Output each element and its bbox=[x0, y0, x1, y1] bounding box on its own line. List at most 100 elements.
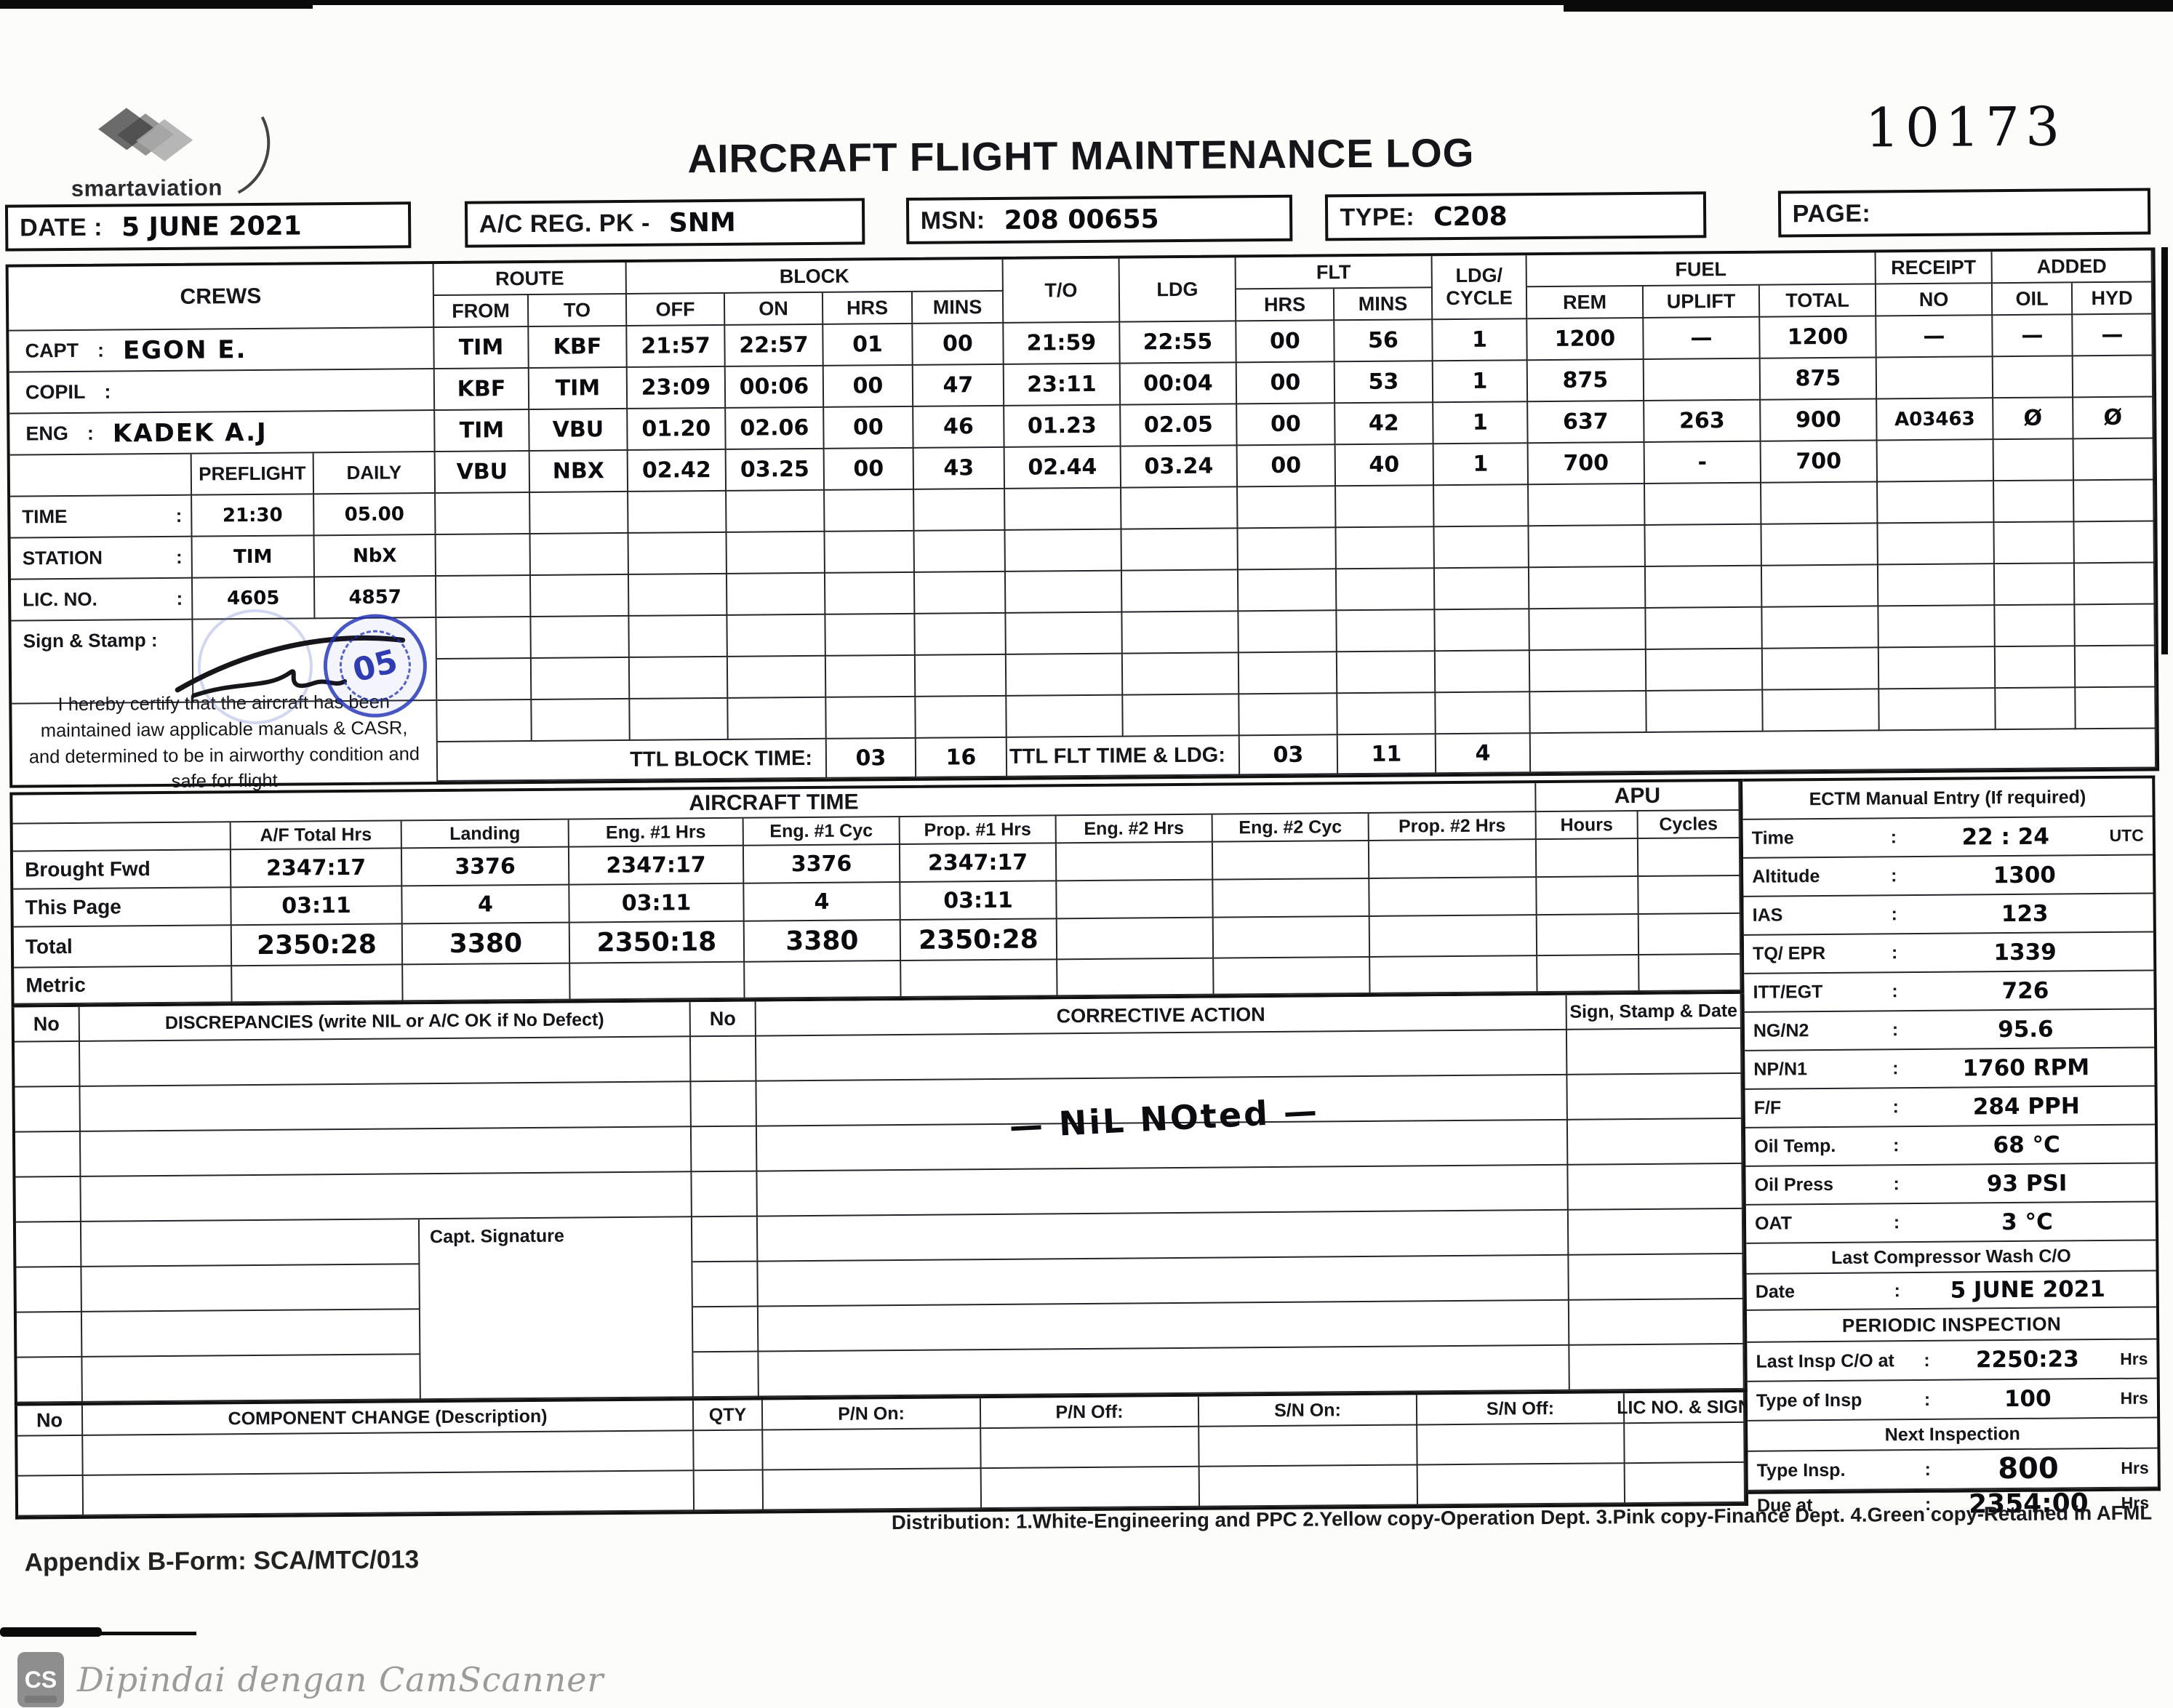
at-cell bbox=[745, 961, 902, 999]
flight-cell: 00:06 bbox=[725, 366, 825, 409]
empty-cell bbox=[81, 1172, 692, 1222]
empty-cell bbox=[628, 532, 727, 575]
empty-cell bbox=[1199, 1425, 1418, 1467]
component-change-header: COMPONENT CHANGE (Description) bbox=[82, 1400, 695, 1436]
type-insp-value: 100 bbox=[2004, 1385, 2052, 1413]
empty-cell bbox=[1239, 694, 1338, 737]
flight-cell: 03.24 bbox=[1121, 446, 1238, 489]
ectm-row: ITT/EGT: 726 bbox=[1744, 971, 2154, 1013]
receipt-no-header: NO bbox=[1876, 284, 1993, 317]
type-value: C208 bbox=[1433, 201, 1508, 232]
at-cell: 3376 bbox=[401, 847, 570, 887]
at-cell bbox=[1212, 841, 1370, 881]
empty-cell bbox=[826, 697, 916, 739]
empty-cell bbox=[1121, 570, 1239, 613]
takeoff-header: T/O bbox=[1003, 258, 1121, 324]
col-header: Eng. #2 Hrs bbox=[1056, 814, 1213, 844]
fuel-total-header: TOTAL bbox=[1759, 284, 1877, 318]
empty-cell bbox=[1529, 566, 1646, 610]
empty-cell bbox=[981, 1427, 1200, 1470]
empty-cell bbox=[727, 573, 826, 616]
oil-header: OIL bbox=[1992, 283, 2073, 316]
empty-cell bbox=[530, 533, 629, 576]
flight-cell: 56 bbox=[1334, 320, 1433, 363]
flight-cell: 53 bbox=[1334, 361, 1434, 404]
empty-cell bbox=[531, 657, 631, 700]
flight-cell: 1 bbox=[1433, 444, 1529, 486]
row-label: Brought Fwd bbox=[12, 850, 232, 890]
type-of-insp-row: Type of Insp: 100 Hrs bbox=[1747, 1379, 2158, 1422]
empty-cell bbox=[1238, 569, 1337, 612]
empty-cell bbox=[2075, 604, 2156, 647]
flight-cell: 02.44 bbox=[1004, 446, 1122, 489]
flight-cell: 00 bbox=[1237, 404, 1336, 446]
empty-cell bbox=[531, 616, 630, 659]
lower-section: AIRCRAFT TIME APU A/F Total Hrs Landing … bbox=[9, 775, 2161, 1520]
empty-cell bbox=[1878, 481, 1995, 524]
flight-cell bbox=[1993, 439, 2075, 482]
receipt-header: RECEIPT bbox=[1876, 252, 1993, 285]
flight-cell bbox=[2073, 356, 2154, 398]
flt-header: FLT bbox=[1236, 256, 1433, 290]
at-cell bbox=[1537, 877, 1639, 916]
empty-cell bbox=[691, 1126, 758, 1173]
empty-cell bbox=[83, 1471, 695, 1516]
fuel-header: FUEL bbox=[1526, 252, 1876, 288]
preflight-header: PREFLIGHT bbox=[191, 453, 315, 496]
empty-cell bbox=[14, 1041, 81, 1088]
ectm-row: NP/N1: 1760 RPM bbox=[1745, 1048, 2155, 1090]
empty-cell bbox=[1529, 484, 1646, 527]
flight-cell bbox=[1877, 440, 1995, 483]
at-cell bbox=[570, 962, 745, 1001]
at-cell: 03:11 bbox=[900, 881, 1057, 921]
flight-cell: 875 bbox=[1760, 358, 1878, 401]
apu-cycles-header: Cycles bbox=[1638, 810, 1740, 840]
empty-cell bbox=[914, 489, 1006, 532]
empty-cell bbox=[1625, 1462, 1746, 1504]
empty-cell bbox=[1646, 690, 1764, 733]
empty-cell bbox=[763, 1469, 983, 1511]
camscanner-icon: CS bbox=[17, 1652, 64, 1707]
msn-box: MSN: 208 00655 bbox=[905, 194, 1293, 244]
at-cell: 3380 bbox=[744, 921, 902, 963]
empty-cell bbox=[1121, 529, 1238, 572]
date-box: DATE : 5 JUNE 2021 bbox=[4, 201, 412, 252]
crews-header: CREWS bbox=[8, 264, 435, 332]
flight-cell bbox=[2073, 438, 2155, 481]
col-header: Eng. #1 Hrs bbox=[569, 818, 744, 848]
empty-cell bbox=[756, 1030, 1568, 1082]
flight-cell: 01 bbox=[823, 324, 913, 366]
flight-cell: KBF bbox=[529, 326, 628, 369]
ldg-cycle-header: LDG/ CYCLE bbox=[1432, 255, 1528, 321]
flight-cell: - bbox=[1644, 441, 1762, 484]
landing-header: LDG bbox=[1119, 257, 1237, 323]
empty-cell bbox=[1434, 526, 1529, 569]
empty-cell bbox=[759, 1345, 1570, 1398]
ttl-flt-time-label: TTL FLT TIME & LDG: bbox=[1007, 736, 1241, 777]
empty-cell bbox=[16, 1312, 83, 1358]
scan-edge-artifact bbox=[2161, 247, 2168, 654]
flight-cell: — bbox=[1876, 316, 1993, 358]
empty-cell bbox=[81, 1310, 421, 1358]
at-cell bbox=[1369, 878, 1537, 917]
empty-cell bbox=[1123, 694, 1240, 737]
camscanner-footer: CS Dipindai dengan CamScanner bbox=[17, 1652, 604, 1707]
at-cell: 4 bbox=[744, 883, 901, 922]
empty-cell bbox=[1005, 529, 1122, 572]
at-cell bbox=[1639, 954, 1742, 993]
flight-cell: 02.06 bbox=[726, 407, 825, 450]
no-header: No bbox=[690, 1001, 756, 1038]
flight-cell: 21:57 bbox=[627, 325, 726, 368]
empty-cell bbox=[2075, 646, 2156, 689]
at-cell bbox=[1536, 839, 1639, 878]
col-header: A/F Total Hrs bbox=[231, 821, 402, 851]
at-cell bbox=[1369, 915, 1538, 958]
empty-cell bbox=[1645, 566, 1763, 609]
empty-cell bbox=[2076, 687, 2156, 730]
flight-cell: 700 bbox=[1528, 442, 1646, 486]
empty-cell bbox=[530, 574, 630, 617]
eng-row-label: ENG : KADEK A.J bbox=[9, 411, 436, 456]
flt-hrs-header: HRS bbox=[1236, 289, 1335, 322]
flight-cell: — bbox=[1644, 317, 1761, 360]
